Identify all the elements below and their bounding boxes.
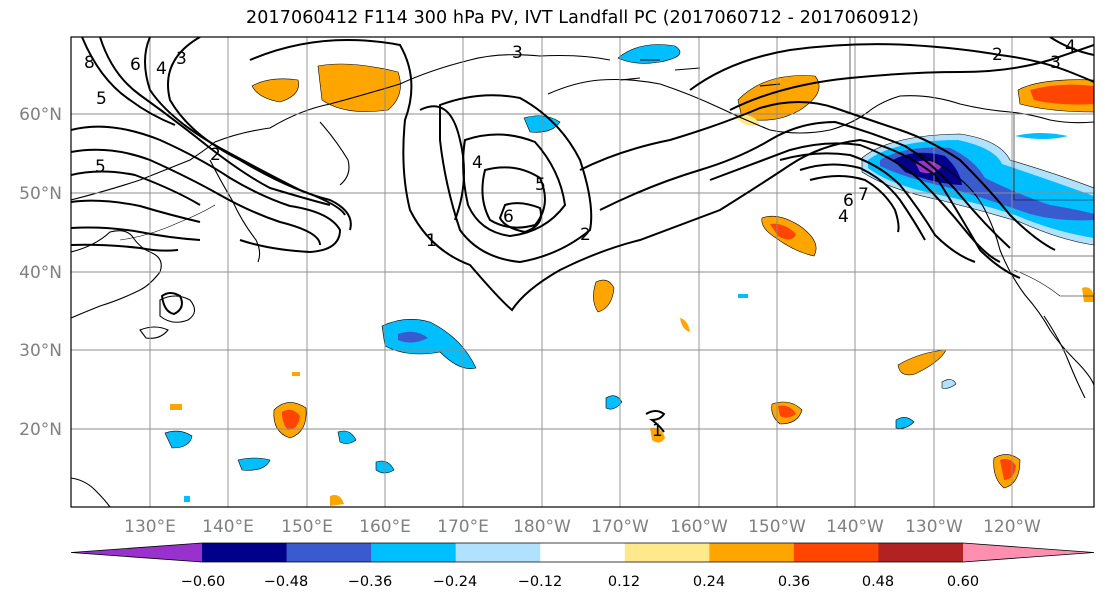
lon-label: 140°E xyxy=(202,517,254,537)
colorbar-segment xyxy=(371,543,457,562)
colorbar xyxy=(70,542,1095,563)
lat-label: 50°N xyxy=(19,184,62,204)
colorbar-segment xyxy=(878,543,964,562)
colorbar-tick-label: −0.24 xyxy=(433,574,477,590)
contour-label: 5 xyxy=(96,89,107,109)
contour-label: 4 xyxy=(1065,37,1076,57)
contour-label: 8 xyxy=(84,53,95,73)
colorbar-segment xyxy=(709,543,795,562)
contour-label: 2 xyxy=(992,45,1003,65)
colorbar-outline xyxy=(70,542,1095,563)
ivt-contours xyxy=(71,37,1094,433)
lon-label: 130°E xyxy=(124,517,176,537)
contour-label: 1 xyxy=(426,231,437,251)
lon-label: 180°W xyxy=(513,517,571,537)
lon-label: 130°W xyxy=(905,517,963,537)
colorbar-extension-high xyxy=(963,543,1094,562)
contour-label: 3 xyxy=(176,49,187,69)
colorbar-segment xyxy=(624,543,710,562)
contour-labels: 8 6 4 3 5 5 3 4 5 6 1 2 2 3 4 6 7 4 2 1 xyxy=(84,37,1076,441)
colorbar-tick-label: 0.12 xyxy=(608,574,640,590)
colorbar-tick-label: −0.60 xyxy=(181,574,225,590)
latitude-labels: 60°N 50°N 40°N 30°N 20°N xyxy=(19,105,62,440)
graticule xyxy=(71,37,1094,507)
lon-label: 170°W xyxy=(591,517,649,537)
lon-label: 140°W xyxy=(826,517,884,537)
colorbar-tick-label: −0.36 xyxy=(348,574,392,590)
lat-label: 20°N xyxy=(19,420,62,440)
lon-label: 150°E xyxy=(281,517,333,537)
longitude-labels: 130°E 140°E 150°E 160°E 170°E 180°W 170°… xyxy=(124,517,1041,537)
contour-label: 3 xyxy=(1050,53,1061,73)
colorbar-tick-label: 0.48 xyxy=(862,574,894,590)
colorbar-tick-label: 0.36 xyxy=(778,574,810,590)
contour-label: 3 xyxy=(512,43,523,63)
lat-label: 30°N xyxy=(19,341,62,361)
contour-label: 4 xyxy=(472,153,483,173)
contour-label: 6 xyxy=(503,207,514,227)
contour-label: 7 xyxy=(858,185,869,205)
political-borders xyxy=(119,37,1094,297)
contour-label: 5 xyxy=(535,175,546,195)
contour-label: 5 xyxy=(95,157,106,177)
lon-label: 160°W xyxy=(670,517,728,537)
lat-label: 60°N xyxy=(19,105,62,125)
colorbar-tick-labels: −0.60 −0.48 −0.36 −0.24 −0.12 0.12 0.24 … xyxy=(181,574,979,590)
colorbar-tick-label: −0.48 xyxy=(264,574,308,590)
contour-label: 4 xyxy=(838,207,849,227)
lon-label: 160°E xyxy=(359,517,411,537)
lon-label: 150°W xyxy=(748,517,806,537)
map-title: 2017060412 F114 300 hPa PV, IVT Landfall… xyxy=(246,8,919,28)
lat-label: 40°N xyxy=(19,263,62,283)
map-frame xyxy=(70,36,1095,508)
colorbar-tick-label: 0.24 xyxy=(693,574,725,590)
colorbar-tick-label: −0.12 xyxy=(518,574,562,590)
contour-label: 2 xyxy=(580,225,591,245)
colorbar-extension-low xyxy=(71,543,202,562)
contour-label: 6 xyxy=(130,55,141,75)
colorbar-segment xyxy=(286,543,372,562)
colorbar-segment xyxy=(455,543,541,562)
colorbar-segment xyxy=(540,543,626,562)
contour-label: 4 xyxy=(156,59,167,79)
colorbar-segment xyxy=(202,543,288,562)
contour-label: 6 xyxy=(843,191,854,211)
colorbar-tick-label: 0.60 xyxy=(947,574,979,590)
colorbar-segment xyxy=(793,543,879,562)
contour-label: 2 xyxy=(210,145,221,165)
lon-label: 170°E xyxy=(437,517,489,537)
lon-label: 120°W xyxy=(983,517,1041,537)
contour-label: 1 xyxy=(652,421,663,441)
